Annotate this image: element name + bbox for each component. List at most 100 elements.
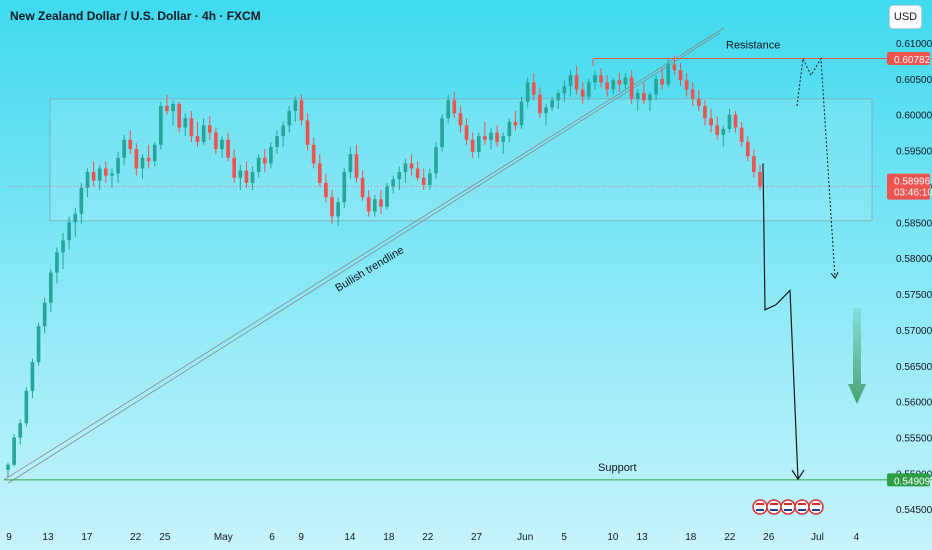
candle: [446, 100, 451, 119]
candle: [159, 106, 163, 145]
candle: [684, 80, 689, 90]
candle: [140, 157, 145, 169]
support-price-tag-text: 0.54909: [894, 476, 931, 487]
candle: [42, 302, 47, 327]
candle: [275, 136, 279, 147]
x-tick-label: 6: [269, 532, 275, 543]
event-flag-stripe: [756, 509, 764, 511]
candle: [409, 163, 414, 169]
candle: [73, 213, 78, 223]
x-tick-label: 13: [42, 532, 54, 543]
candle: [464, 125, 469, 140]
candle: [507, 121, 512, 137]
candle: [177, 103, 182, 128]
x-tick-label: Jun: [517, 532, 533, 543]
candle: [336, 202, 340, 217]
candle: [195, 136, 200, 142]
candle: [189, 118, 194, 137]
candle: [220, 139, 224, 150]
candle: [593, 75, 597, 83]
candle: [214, 132, 218, 150]
candle: [403, 163, 408, 173]
candle: [739, 127, 744, 142]
candle: [483, 136, 487, 140]
x-tick-label: 9: [298, 532, 304, 543]
candle: [262, 157, 267, 164]
candle: [91, 172, 96, 181]
candle: [55, 252, 59, 273]
alt-projection-arrowhead: [830, 272, 839, 280]
trendline-label: Bullish trendline: [333, 244, 406, 294]
last-price-tag-text: 03:46:10: [894, 188, 932, 199]
candle: [348, 154, 353, 173]
event-flag-stripe: [756, 503, 764, 505]
candle: [103, 168, 108, 176]
event-flag-stripe: [770, 503, 778, 505]
currency-button[interactable]: USD: [889, 5, 922, 29]
candle: [12, 437, 16, 465]
candle: [226, 139, 230, 158]
candle: [568, 75, 573, 86]
candle: [672, 64, 677, 71]
candle: [697, 98, 701, 107]
candle: [629, 77, 634, 99]
candle: [556, 93, 561, 101]
candle: [134, 149, 139, 169]
y-tick-label: 0.61000: [896, 39, 932, 50]
candle: [752, 156, 756, 173]
candle: [269, 146, 273, 164]
candle: [703, 106, 707, 119]
candle: [299, 100, 304, 121]
candle: [758, 172, 762, 187]
candle: [745, 141, 750, 157]
candle: [379, 199, 383, 207]
candle: [152, 144, 157, 162]
candle: [617, 80, 622, 85]
projection-path: [762, 163, 799, 480]
event-flag-stripe: [812, 503, 820, 505]
candle: [605, 82, 609, 90]
candle: [391, 179, 396, 187]
trendline-lower: [7, 32, 721, 484]
event-flag-stripe: [784, 503, 792, 505]
candle: [519, 101, 524, 126]
event-flag-icon: [780, 499, 796, 515]
candle: [85, 172, 90, 188]
candle: [709, 118, 713, 126]
candle: [287, 111, 292, 126]
y-tick-label: 0.56000: [896, 398, 932, 409]
candle: [6, 464, 10, 470]
candle: [580, 89, 585, 97]
candle: [415, 168, 420, 178]
candle: [250, 172, 255, 183]
x-tick-label: 5: [561, 532, 567, 543]
candle: [476, 136, 481, 152]
candle: [67, 222, 71, 241]
x-tick-label: May: [214, 532, 233, 543]
support-label: Support: [598, 462, 637, 474]
event-flag-stripe: [798, 503, 806, 505]
candle: [654, 78, 658, 95]
candle: [421, 177, 426, 185]
x-tick-label: 26: [763, 532, 775, 543]
candle: [715, 125, 720, 135]
y-tick-label: 0.57000: [896, 326, 932, 337]
x-tick-label: 22: [130, 532, 142, 543]
candle: [36, 326, 41, 363]
y-tick-label: 0.60000: [896, 111, 932, 122]
candle: [24, 390, 29, 424]
candle: [165, 106, 169, 112]
event-flag-stripe: [812, 509, 820, 511]
candle: [562, 85, 567, 94]
candle: [256, 157, 261, 173]
candle: [501, 136, 506, 142]
candle: [110, 173, 114, 176]
candle: [372, 199, 377, 212]
candle: [611, 80, 616, 90]
candle: [61, 240, 65, 253]
candle: [434, 146, 438, 174]
x-tick-label: 18: [685, 532, 697, 543]
resistance-price-tag: [887, 52, 930, 66]
